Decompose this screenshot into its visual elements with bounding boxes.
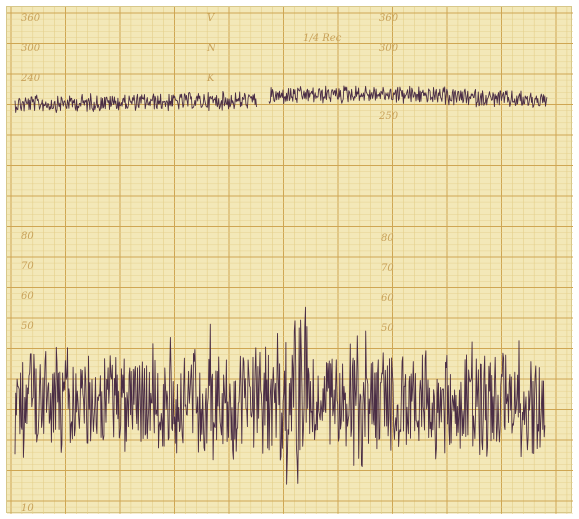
lower-trace xyxy=(14,306,546,485)
lower-label-left-3: 60 xyxy=(21,291,34,302)
upper-label-left-1: 360 xyxy=(21,13,41,24)
upper-letter-2: N xyxy=(206,43,217,54)
recording-traces xyxy=(14,85,548,485)
upper-label-left-3: 240 xyxy=(20,73,41,84)
lower-label-left-4: 50 xyxy=(21,321,34,332)
lower-label-left-2: 70 xyxy=(21,261,34,272)
lower-label-right-3: 60 xyxy=(381,293,394,304)
lower-label-right-4: 50 xyxy=(381,323,394,334)
lower-label-left-1: 80 xyxy=(21,231,34,242)
lower-label-right-1: 80 xyxy=(381,233,394,244)
lower-label-right-2: 70 xyxy=(381,263,394,274)
upper-trace xyxy=(14,90,257,113)
scale-labels: 360 300 240 V N K 1/4 Rec 360 300 250 80… xyxy=(20,13,399,514)
upper-label-right-2: 300 xyxy=(379,43,399,54)
upper-letter-3: K xyxy=(206,73,215,84)
upper-annotation: 1/4 Rec xyxy=(303,33,342,44)
upper-letter-1: V xyxy=(207,13,216,24)
upper-label-right-3: 250 xyxy=(378,111,399,122)
upper-trace xyxy=(268,85,548,108)
upper-label-left-2: 300 xyxy=(21,43,41,54)
chart-paper: 360 300 240 V N K 1/4 Rec 360 300 250 80… xyxy=(6,6,573,514)
lower-label-left-5: 10 xyxy=(21,503,34,514)
upper-label-right-1: 360 xyxy=(379,13,399,24)
